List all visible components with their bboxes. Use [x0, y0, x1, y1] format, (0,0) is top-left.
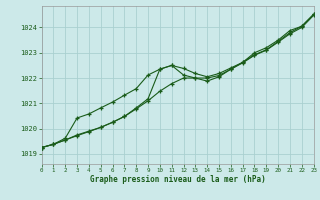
X-axis label: Graphe pression niveau de la mer (hPa): Graphe pression niveau de la mer (hPa)	[90, 175, 266, 184]
